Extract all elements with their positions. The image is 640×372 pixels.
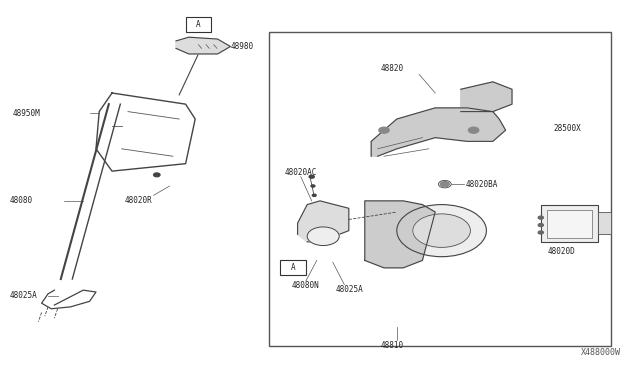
Bar (598, 212, 611, 234)
Polygon shape (176, 37, 230, 54)
Text: 48950M: 48950M (13, 109, 40, 118)
Text: A: A (196, 20, 201, 29)
Polygon shape (298, 201, 349, 242)
Text: 48020R: 48020R (125, 196, 152, 205)
Text: 48020BA: 48020BA (466, 180, 499, 189)
Polygon shape (461, 82, 512, 112)
Bar (269, 32, 611, 346)
Circle shape (538, 216, 543, 219)
Polygon shape (371, 108, 506, 156)
Circle shape (468, 127, 479, 133)
Circle shape (309, 175, 314, 178)
Circle shape (307, 227, 339, 246)
Text: 48080N: 48080N (291, 281, 319, 290)
Circle shape (440, 182, 449, 187)
Text: A: A (291, 263, 296, 272)
Bar (547, 210, 592, 238)
Text: 48820: 48820 (381, 64, 404, 73)
Text: 48020AC: 48020AC (285, 169, 317, 177)
Circle shape (312, 194, 316, 196)
Circle shape (311, 185, 315, 187)
Text: 48080: 48080 (10, 196, 33, 205)
Text: X488000W: X488000W (581, 348, 621, 357)
Text: 48980: 48980 (230, 42, 253, 51)
Text: 48020D: 48020D (548, 247, 575, 256)
Circle shape (413, 214, 470, 247)
Circle shape (397, 205, 486, 257)
Text: 48025A: 48025A (336, 285, 364, 294)
Circle shape (538, 224, 543, 227)
Text: 28500X: 28500X (554, 124, 581, 133)
FancyBboxPatch shape (186, 17, 211, 32)
Bar (541, 205, 598, 242)
Polygon shape (365, 201, 435, 268)
Circle shape (538, 231, 543, 234)
Text: 48810: 48810 (381, 341, 404, 350)
Circle shape (379, 127, 389, 133)
Text: 48025A: 48025A (10, 291, 37, 300)
FancyBboxPatch shape (280, 260, 306, 275)
Circle shape (154, 173, 160, 177)
